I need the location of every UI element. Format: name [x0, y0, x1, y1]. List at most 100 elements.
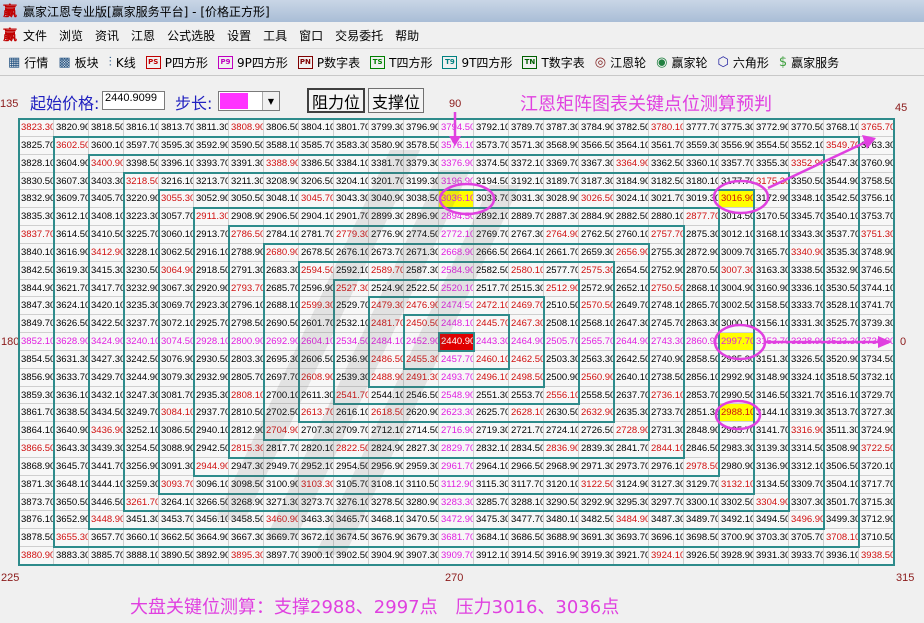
- price-cell: 3357.70: [719, 154, 754, 173]
- price-cell: 2724.10: [544, 422, 579, 441]
- toolbar-button-3[interactable]: PS P四方形: [145, 54, 208, 71]
- price-cell: 3792.10: [474, 119, 509, 137]
- toolbar-button-4[interactable]: P9 9P四方形: [218, 54, 288, 71]
- price-cell: 3571.30: [509, 136, 544, 155]
- app-menu-icon[interactable]: 赢: [3, 28, 17, 44]
- price-cell: 2673.70: [369, 243, 404, 262]
- price-cell: 2714.50: [404, 422, 439, 441]
- price-cell: 3307.30: [789, 493, 824, 512]
- price-cell: 3525.70: [824, 315, 859, 334]
- price-cell: 2690.50: [264, 315, 299, 334]
- degree-label-0: 0: [900, 336, 907, 348]
- toolbar-button-0[interactable]: ▦ 行情: [8, 54, 48, 71]
- price-cell: 2985.70: [719, 422, 754, 441]
- menu-browse[interactable]: 浏览: [59, 28, 84, 43]
- price-cell: 3393.70: [194, 154, 229, 173]
- price-cell: 2702.50: [264, 404, 299, 423]
- menu-trade[interactable]: 交易委托: [335, 28, 384, 43]
- menu-help[interactable]: 帮助: [395, 28, 420, 43]
- price-cell: 2774.50: [404, 226, 439, 244]
- toolbar-button-1[interactable]: ▩ 板块: [58, 54, 98, 71]
- degree-label-45: 45: [895, 102, 908, 114]
- price-cell: 3182.50: [649, 172, 684, 191]
- price-cell: 3384.10: [334, 154, 369, 173]
- price-cell: 3921.70: [614, 547, 649, 565]
- price-cell: 2947.30: [229, 457, 264, 476]
- menu-window[interactable]: 窗口: [299, 28, 324, 43]
- chevron-down-icon[interactable]: ▼: [262, 92, 279, 110]
- price-cell: 3900.10: [299, 547, 334, 565]
- price-cell: 3360.10: [684, 154, 719, 173]
- price-cell: 3468.10: [369, 511, 404, 530]
- price-cell: 3100.90: [264, 475, 299, 494]
- price-cell: 3350.50: [789, 172, 824, 191]
- price-cell: 3122.50: [579, 475, 614, 494]
- price-cell: 2666.50: [474, 243, 509, 262]
- toolbar-button-11[interactable]: ⬡ 六角形: [718, 54, 769, 71]
- price-cell: 3410.50: [89, 226, 124, 244]
- price-cell: 3259.30: [124, 475, 159, 494]
- price-cell: 3828.10: [19, 154, 54, 173]
- menu-file[interactable]: 文件: [23, 28, 48, 43]
- price-cell: 3144.10: [754, 404, 789, 423]
- price-cell: 2709.70: [334, 422, 369, 441]
- price-cell: 3532.90: [824, 261, 859, 280]
- menu-news[interactable]: 资讯: [95, 28, 120, 43]
- support-button[interactable]: 支撑位: [368, 88, 425, 113]
- price-cell: 3076.90: [159, 350, 194, 369]
- price-cell: 3312.10: [789, 457, 824, 476]
- toolbar-button-7[interactable]: T9 9T四方形: [442, 54, 512, 71]
- price-cell: 3247.30: [124, 386, 159, 405]
- price-cell: 3424.90: [89, 333, 124, 351]
- price-cell: 3765.70: [859, 119, 894, 137]
- menu-gann[interactable]: 江恩: [131, 28, 156, 43]
- price-cell: 2604.10: [299, 333, 334, 351]
- price-cell: 2551.30: [474, 386, 509, 405]
- price-cell: 3628.90: [54, 333, 89, 351]
- price-cell: 2853.70: [684, 386, 719, 405]
- price-cell: 3019.30: [684, 190, 719, 209]
- price-cell: 2644.90: [614, 333, 649, 351]
- price-cell: 3710.50: [859, 529, 894, 548]
- price-cell: 3871.30: [19, 475, 54, 494]
- price-cell: 3549.70: [824, 136, 859, 155]
- toolbar-button-5[interactable]: PN P数字表: [297, 54, 360, 71]
- menu-formula-screen[interactable]: 公式选股: [167, 28, 216, 43]
- price-cell: 3151.30: [754, 350, 789, 369]
- price-cell: 3420.10: [89, 297, 124, 316]
- price-cell: 3655.30: [54, 529, 89, 548]
- price-cell: 3854.50: [19, 350, 54, 369]
- price-cell: 3837.70: [19, 226, 54, 244]
- price-cell: 3470.50: [404, 511, 439, 530]
- toolbar-button-6[interactable]: TS T四方形: [370, 54, 432, 71]
- start-price-input[interactable]: 2440.9099: [102, 91, 165, 110]
- price-cell: 3499.30: [824, 511, 859, 530]
- price-cell: 2592.10: [334, 261, 369, 280]
- price-cell: 3158.50: [754, 297, 789, 316]
- menu-settings[interactable]: 设置: [227, 28, 252, 43]
- toolbar-button-9[interactable]: ◎ 江恩轮: [595, 54, 646, 71]
- toolbar-button-12[interactable]: $ 赢家服务: [779, 54, 839, 71]
- window-title: 赢家江恩专业版[赢家服务平台] - [价格正方形]: [23, 4, 270, 19]
- price-cell: 2601.70: [299, 315, 334, 334]
- toolbar-button-8[interactable]: TN T数字表: [522, 54, 585, 71]
- p9-icon: P9: [218, 55, 233, 69]
- price-cell: 3938.50: [859, 547, 894, 565]
- menu-tools[interactable]: 工具: [263, 28, 288, 43]
- price-cell: 3679.30: [404, 529, 439, 548]
- price-cell: 3631.30: [54, 350, 89, 369]
- step-select[interactable]: ▼: [218, 91, 280, 111]
- price-cell: 3600.10: [89, 136, 124, 155]
- controls-row: 135 起始价格: 2440.9099 步长: ▼ 阻力位 支撑位 90 江恩矩…: [0, 86, 924, 116]
- toolbar-button-10[interactable]: ◉ 赢家轮: [656, 54, 707, 71]
- toolbar-button-2[interactable]: ⫶ K线: [109, 54, 136, 71]
- price-cell: 3842.50: [19, 261, 54, 280]
- dollar-icon: $: [778, 54, 788, 70]
- price-cell: 3700.90: [719, 529, 754, 548]
- price-cell: 2803.30: [229, 350, 264, 369]
- price-cell: 2728.90: [614, 422, 649, 441]
- price-cell: 3372.10: [509, 154, 544, 173]
- resistance-button[interactable]: 阻力位: [307, 88, 366, 113]
- tn-icon: TN: [522, 55, 538, 69]
- price-cell: 2460.10: [474, 350, 509, 369]
